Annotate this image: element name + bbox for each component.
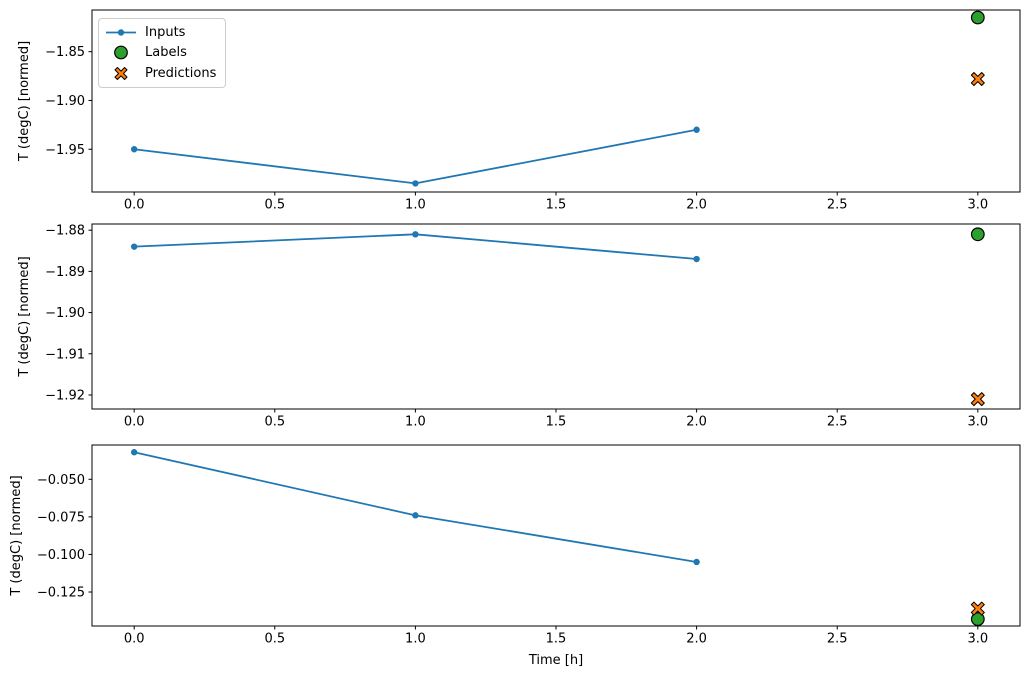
subplot-2-y-tick-label: −1.92 [45,388,85,403]
subplot-3-x-tick-label: 0.0 [124,632,145,647]
subplot-3-inputs-line [133,451,697,563]
subplot-2-x-tick-label: 1.5 [546,415,567,430]
subplot-2-x-tick-label: 1.0 [405,415,426,430]
subplot-1-inputs-point [130,146,138,153]
subplot-2-y-axis-label: T (degC) [normed] [17,256,32,377]
subplot-2-y-tick-label: −1.90 [45,306,85,321]
subplot-1-y-tick-label: −1.95 [45,143,85,158]
subplot-2-y-tick-label: −1.88 [45,224,85,239]
subplot-1-y-axis-label: T (degC) [normed] [17,41,32,162]
subplot-2-x-tick-label: 0.5 [264,415,285,430]
subplot-3-x-tick-label: 2.0 [686,632,707,647]
subplot-1-predictions-marker [970,71,985,86]
subplot-3-predictions-marker [970,601,985,616]
subplot-2-inputs-point [412,231,419,238]
legend-item-predictions: Predictions [104,63,216,84]
subplot-3-x-tick-label: 2.5 [827,632,848,647]
legend-item-labels: Labels [104,43,216,64]
subplot-1-x-tick-label: 2.5 [827,198,848,213]
subplot-2-predictions-marker [970,392,985,407]
subplot-1-labels-marker [970,10,985,25]
subplot-3-x-tick-label: 3.0 [967,632,988,647]
subplot-3-x-tick-label: 0.5 [264,632,285,647]
subplot-3-y-tick-label: −0.100 [37,548,85,563]
x-axis-title: Time [h] [528,653,584,668]
subplot-1-frame [91,9,1021,193]
legend: Inputs Labels Predictions [98,18,227,88]
subplot-2-inputs-point [130,243,138,250]
subplot-1-x-tick-label: 0.0 [124,198,145,213]
subplot-3-x-tick-label: 1.5 [546,632,567,647]
subplot-3-inputs-point [130,449,138,456]
subplot-1-y-tick-label: −1.85 [45,45,85,60]
subplot-2-x-tick-label: 0.0 [124,415,145,430]
subplot-3-y-tick-label: −0.050 [37,473,85,488]
subplot-2-inputs-point [693,255,700,263]
legend-label-inputs: Inputs [145,24,186,40]
subplot-2-y-tick-label: −1.91 [45,347,85,362]
x-marker-icon [114,66,128,80]
subplot-3-inputs-point [412,512,419,519]
subplot-3-y-axis-label: T (degC) [normed] [9,475,24,596]
subplot-3-frame [91,444,1021,627]
subplot-2-labels-marker [970,227,985,242]
subplot-2-frame [91,223,1021,410]
subplot-1-inputs-point [693,126,700,133]
subplot-3-inputs-point [693,558,700,566]
subplot-1-x-tick-label: 0.5 [264,198,285,213]
subplot-2-inputs-line [134,233,697,260]
subplot-1-x-tick-label: 3.0 [967,198,988,213]
line-dot-icon [106,29,136,36]
subplot-2-x-tick-label: 2.0 [686,415,707,430]
legend-label-predictions: Predictions [145,65,217,81]
subplot-1-inputs-line [134,128,697,185]
subplot-1-y-tick-label: −1.90 [45,94,85,109]
subplot-1-inputs-point [412,180,419,187]
circle-marker-icon [114,45,128,60]
legend-item-inputs: Inputs [104,22,216,43]
subplot-2-x-tick-label: 2.5 [827,415,848,430]
subplot-1-x-tick-label: 2.0 [686,198,707,213]
subplot-3-y-tick-label: −0.075 [37,510,85,525]
subplot-3-y-tick-label: −0.125 [37,586,85,601]
subplot-3-labels-marker [970,612,985,626]
subplot-3-x-tick-label: 1.0 [405,632,426,647]
subplot-2-y-tick-label: −1.89 [45,265,85,280]
subplot-1-x-tick-label: 1.5 [546,198,567,213]
subplot-1-x-tick-label: 1.0 [405,198,426,213]
subplot-2-x-tick-label: 3.0 [967,415,988,430]
legend-label-labels: Labels [145,45,187,61]
